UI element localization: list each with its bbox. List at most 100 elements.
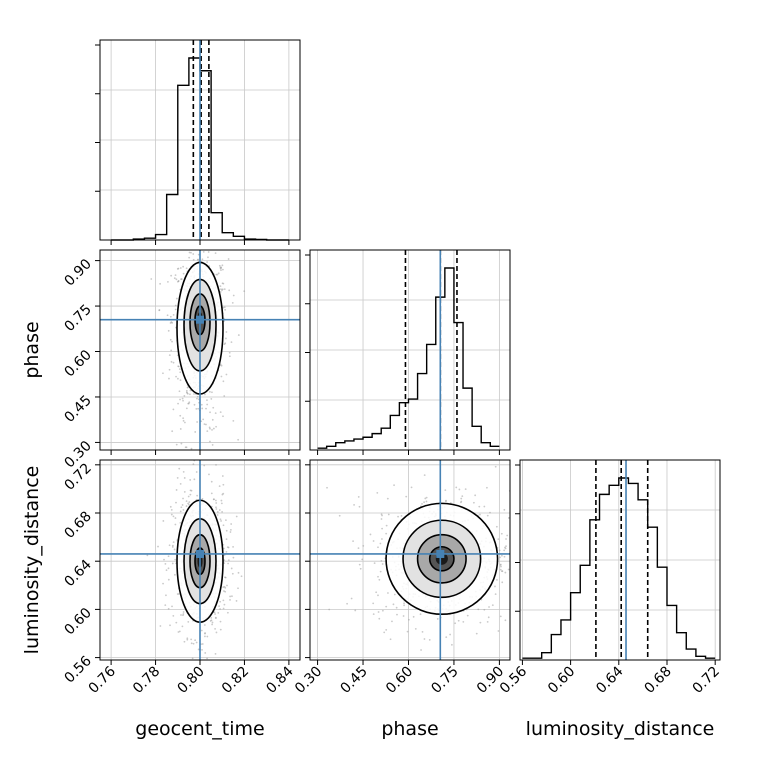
- scatter-point: [205, 423, 207, 426]
- scatter-point: [190, 489, 193, 492]
- scatter-point: [225, 519, 227, 522]
- scatter-point: [380, 513, 383, 516]
- x-tick-label: 0.84: [263, 663, 296, 696]
- scatter-point: [210, 480, 213, 483]
- scatter-point: [496, 579, 498, 581]
- scatter-point: [183, 640, 186, 643]
- scatter-point: [179, 510, 182, 513]
- scatter-point: [499, 568, 502, 571]
- scatter-point: [511, 556, 513, 558]
- scatter-point: [381, 538, 383, 540]
- scatter-point: [232, 419, 235, 422]
- scatter-point: [175, 489, 178, 491]
- scatter-point: [423, 501, 425, 504]
- scatter-point: [186, 638, 189, 641]
- scatter-point: [350, 597, 353, 600]
- scatter-point: [172, 361, 175, 364]
- scatter-point: [220, 520, 222, 522]
- scatter-point: [393, 593, 396, 596]
- panel-frame: [519, 459, 721, 661]
- scatter-point: [212, 243, 214, 245]
- scatter-panel-geocent-time-vs-luminosity-distance: 0.76 0.78 0.80 0.82 0.840.560.600.640.680.72: [61, 459, 301, 697]
- scatter-point: [207, 251, 210, 253]
- scatter-point: [449, 633, 452, 636]
- scatter-point: [183, 394, 186, 397]
- scatter-point: [424, 497, 427, 500]
- x-label-geocent-time: geocent_time: [135, 718, 264, 740]
- scatter-point: [174, 304, 177, 307]
- scatter-point: [169, 624, 171, 627]
- scatter-point: [167, 473, 169, 475]
- scatter-point: [537, 631, 539, 633]
- scatter-point: [201, 497, 204, 500]
- scatter-point: [497, 630, 500, 632]
- scatter-point: [396, 613, 398, 616]
- scatter-point: [181, 625, 184, 628]
- scatter-point: [193, 245, 195, 247]
- scatter-point: [231, 474, 233, 476]
- scatter-point: [488, 606, 490, 608]
- scatter-point: [210, 492, 213, 495]
- scatter-point: [189, 479, 192, 481]
- scatter-point: [178, 390, 181, 393]
- scatter-point: [190, 447, 193, 450]
- scatter-point: [167, 578, 170, 581]
- scatter-point: [210, 616, 213, 619]
- scatter-point: [179, 482, 182, 485]
- scatter-point: [232, 556, 235, 559]
- scatter-point: [158, 309, 161, 312]
- scatter-point: [505, 538, 507, 540]
- scatter-point: [223, 288, 226, 291]
- scatter-point: [507, 517, 510, 519]
- scatter-point: [486, 486, 488, 489]
- scatter-point: [157, 545, 159, 548]
- scatter-point: [169, 315, 172, 318]
- scatter-point: [172, 614, 175, 617]
- scatter-point: [206, 635, 209, 638]
- scatter-point: [175, 375, 177, 378]
- scatter-point: [226, 584, 228, 587]
- scatter-point: [460, 497, 463, 500]
- scatter-point: [191, 657, 194, 660]
- scatter-point: [170, 274, 173, 277]
- hist-panel-geocent-time: [95, 39, 301, 245]
- panel-frame: [309, 249, 511, 451]
- scatter-point: [182, 509, 185, 511]
- scatter-point: [218, 605, 220, 607]
- scatter-point: [182, 497, 184, 500]
- scatter-point: [381, 563, 384, 565]
- scatter-point: [176, 268, 179, 270]
- scatter-point: [193, 393, 195, 395]
- scatter-point: [182, 265, 185, 268]
- scatter-point: [221, 282, 224, 285]
- scatter-point: [243, 290, 246, 293]
- scatter-point: [225, 529, 228, 532]
- scatter-point: [192, 258, 195, 261]
- scatter-point: [494, 465, 497, 468]
- scatter-point: [466, 614, 469, 617]
- scatter-point: [222, 547, 225, 550]
- scatter-point: [223, 343, 226, 346]
- scatter-point: [214, 412, 217, 415]
- scatter-point: [221, 288, 224, 291]
- scatter-point: [218, 509, 221, 511]
- scatter-point: [445, 636, 448, 639]
- scatter-point: [172, 408, 175, 411]
- scatter-point: [213, 611, 216, 614]
- scatter-point: [203, 423, 206, 425]
- scatter-point: [220, 269, 222, 272]
- scatter-point: [194, 431, 197, 433]
- scatter-point: [187, 241, 189, 243]
- scatter-point: [170, 509, 173, 511]
- scatter-point: [168, 544, 171, 547]
- scatter-point: [501, 581, 504, 584]
- scatter-point: [217, 611, 220, 614]
- x-tick-label: 0.60: [545, 664, 578, 697]
- x-tick-label: 0.60: [383, 664, 416, 697]
- scatter-point: [210, 398, 213, 400]
- scatter-point: [512, 557, 514, 559]
- scatter-point: [219, 628, 222, 631]
- scatter-point: [504, 547, 507, 550]
- panel-frame: [309, 459, 511, 661]
- scatter-point: [211, 444, 214, 446]
